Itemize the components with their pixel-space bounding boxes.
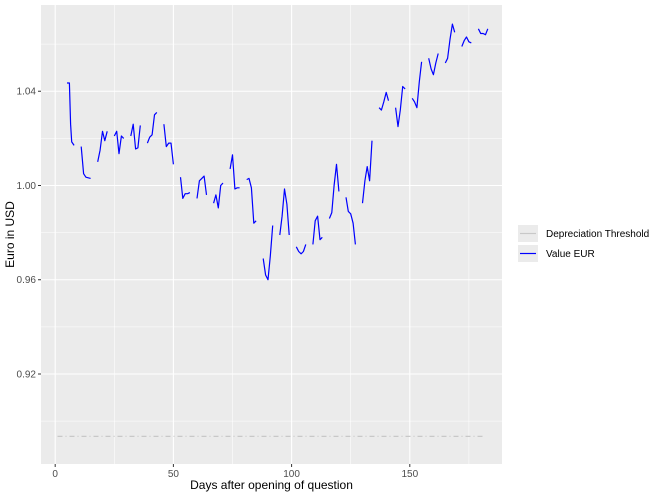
value-eur-line-segment — [113, 130, 125, 155]
value-eur-line-segment — [146, 111, 158, 144]
y-tick-label: 0.92 — [17, 369, 37, 380]
value-eur-line-segment — [428, 53, 439, 76]
value-eur-line-segment — [461, 36, 472, 47]
legend-label-value: Value EUR — [546, 249, 595, 260]
x-tick-label: 0 — [52, 469, 58, 480]
value-eur-line-segment — [395, 85, 406, 128]
legend: Depreciation Threshold Value EUR — [518, 225, 649, 262]
value-eur-line-segment — [378, 91, 390, 111]
value-eur-line-segment — [411, 61, 423, 109]
value-eur-line-segment — [477, 28, 489, 36]
value-eur-line-segment — [295, 244, 307, 255]
y-axis-title: Euro in USD — [3, 201, 17, 268]
x-tick-label: 50 — [168, 469, 180, 480]
x-tick-label: 150 — [401, 469, 418, 480]
value-eur-line-segment — [279, 188, 290, 236]
value-eur-line-segment — [345, 197, 356, 245]
value-eur-line-segment — [246, 177, 257, 224]
value-eur-line-segment — [97, 130, 108, 163]
value-eur-line-segment — [213, 182, 224, 209]
value-eur-line-segment — [361, 140, 373, 204]
value-eur-line-segment — [179, 177, 191, 199]
value-eur-line-segment — [262, 225, 274, 281]
value-eur-line-segment — [229, 154, 240, 190]
value-eur-line-segment — [80, 146, 91, 179]
value-eur-line-segment — [444, 23, 456, 64]
value-eur-line-segment — [196, 175, 208, 199]
value-eur-line-segment — [312, 215, 323, 245]
major-gridlines — [41, 5, 502, 464]
legend-label-threshold: Depreciation Threshold — [546, 229, 649, 240]
series-layer — [57, 23, 489, 437]
y-tick-label: 0.96 — [17, 275, 37, 286]
y-tick-label: 1.04 — [17, 87, 37, 98]
axis-ticks: 0 50 100 150 0.92 0.96 1.00 1.04 — [17, 87, 419, 480]
value-eur-line-segment — [163, 124, 174, 165]
value-eur-line-segment — [328, 163, 340, 219]
value-eur-line-segment — [130, 123, 141, 150]
value-eur-line-segment — [67, 82, 75, 146]
y-tick-label: 1.00 — [17, 181, 37, 192]
x-axis-title: Days after opening of question — [190, 478, 353, 492]
x-tick-label: 100 — [283, 469, 300, 480]
